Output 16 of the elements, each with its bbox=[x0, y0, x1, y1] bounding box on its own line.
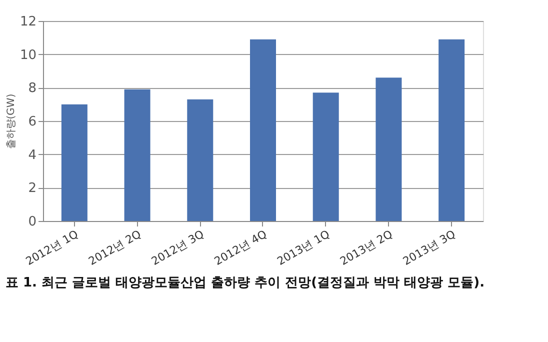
y-tick-label: 8 bbox=[28, 81, 36, 96]
bar bbox=[376, 78, 402, 221]
bar bbox=[438, 39, 465, 221]
bar bbox=[312, 92, 339, 221]
y-tick-label: 6 bbox=[28, 114, 36, 130]
y-tick-label: 0 bbox=[28, 214, 36, 230]
y-tick-label: 2 bbox=[28, 181, 36, 196]
y-tick-label: 4 bbox=[28, 148, 36, 163]
bar bbox=[187, 99, 214, 221]
bar bbox=[250, 39, 276, 221]
text: 표 1. 최근 글로벌 태양광모듈산업 출하량 추이 전망(결정질과 박막 태양광 모듈). bbox=[5, 276, 485, 291]
y-tick-label: 10 bbox=[20, 48, 36, 63]
bar bbox=[61, 104, 88, 221]
bar bbox=[124, 89, 150, 221]
y-axis-title: 출하량(GW) bbox=[6, 94, 17, 150]
y-tick-label: 12 bbox=[20, 14, 36, 30]
